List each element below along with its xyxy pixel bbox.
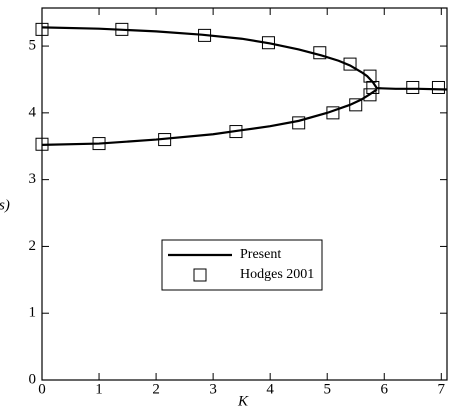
data-point: [406, 80, 420, 94]
x-tick-label: 4: [266, 381, 274, 397]
y-tick-label: 3: [29, 171, 37, 187]
x-tick-label: 2: [152, 381, 160, 397]
x-tick-label: 7: [438, 381, 446, 397]
legend-marker: [193, 268, 207, 282]
x-tick-label: 1: [95, 381, 103, 397]
legend-label: Present: [240, 247, 281, 262]
data-point: [115, 22, 129, 36]
legend-label: Hodges 2001: [240, 267, 314, 282]
data-point: [366, 80, 380, 94]
data-point: [349, 98, 363, 112]
x-axis-title: K: [237, 393, 249, 409]
data-point: [292, 116, 306, 130]
legend-box: [161, 239, 323, 291]
x-tick-label: 5: [323, 381, 331, 397]
y-tick-label: 4: [29, 104, 37, 120]
data-point: [363, 88, 377, 102]
x-tick-label: 3: [209, 381, 217, 397]
data-point: [363, 69, 377, 83]
series-line: [41, 26, 448, 147]
data-point: [261, 36, 275, 50]
data-point: [198, 28, 212, 42]
data-point: [92, 137, 106, 151]
y-axis-title: s): [0, 197, 10, 213]
data-point: [431, 80, 445, 94]
y-tick-label: 0: [29, 371, 37, 387]
data-point: [313, 46, 327, 60]
x-tick-label: 0: [38, 381, 46, 397]
data-point: [229, 125, 243, 139]
x-tick-label: 6: [381, 381, 389, 397]
data-point: [343, 57, 357, 71]
y-tick-label: 5: [29, 38, 37, 54]
data-point: [158, 133, 172, 147]
plot-frame: [41, 7, 448, 381]
y-tick-label: 2: [29, 238, 37, 254]
data-point: [35, 22, 49, 36]
data-point: [326, 106, 340, 120]
data-point: [35, 137, 49, 151]
y-tick-label: 1: [29, 305, 37, 321]
